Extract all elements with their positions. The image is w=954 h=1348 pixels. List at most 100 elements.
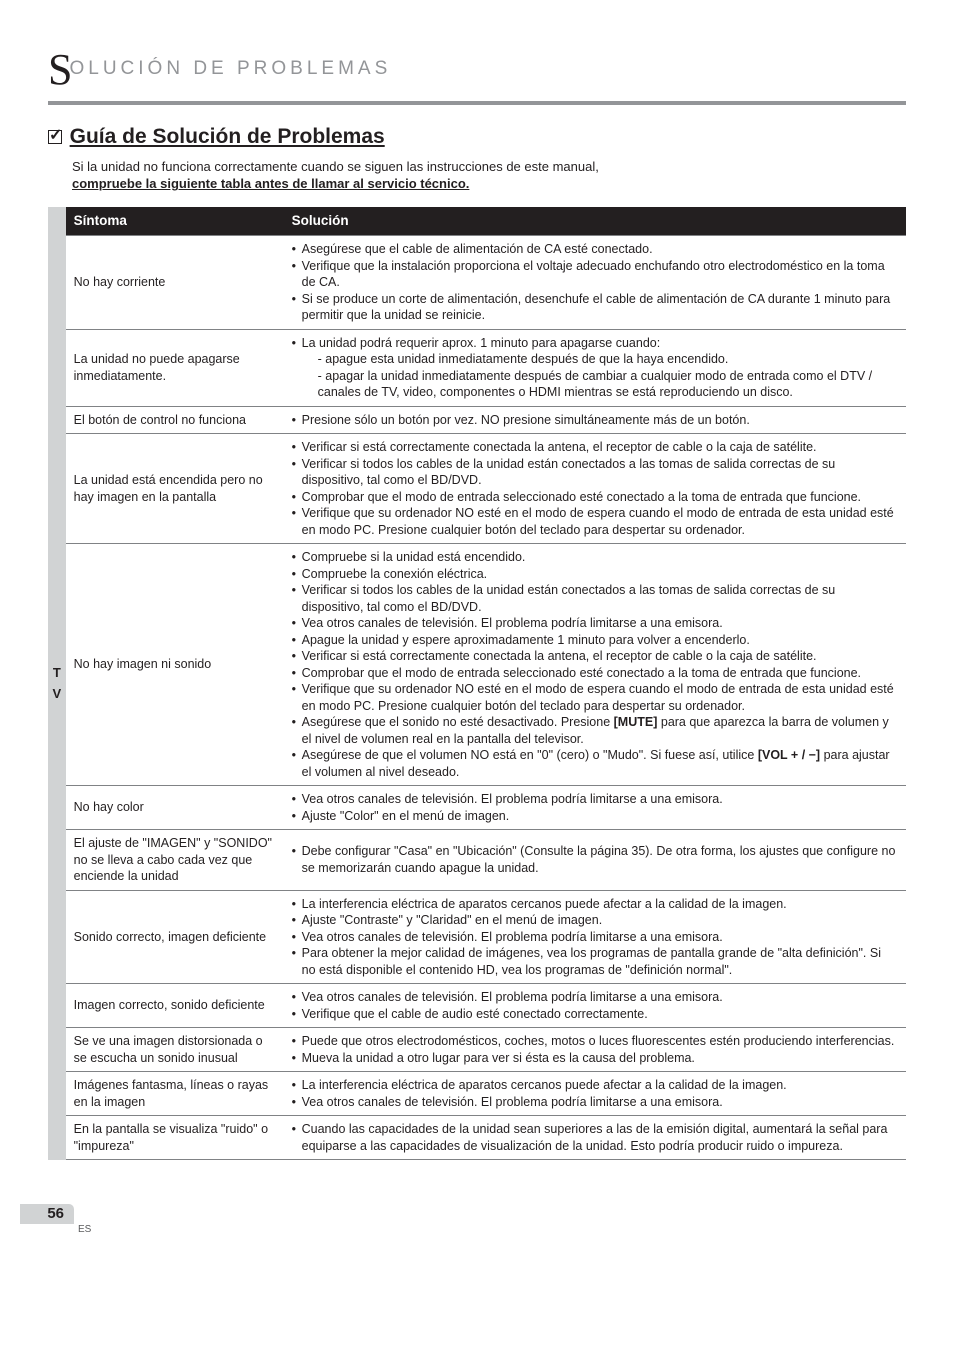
solution-item: Verifique que la instalación proporciona… — [292, 258, 898, 291]
page-number: 56 — [20, 1204, 74, 1224]
solution-list: La interferencia eléctrica de aparatos c… — [292, 1077, 898, 1110]
solution-item: Asegúrese que el sonido no esté desactiv… — [292, 714, 898, 747]
symptom-cell: La unidad no puede apagarse inmediatamen… — [66, 329, 284, 406]
bold-key: [VOL + / −] — [758, 748, 820, 762]
symptom-cell: Se ve una imagen distorsionada o se escu… — [66, 1028, 284, 1072]
solution-item: Vea otros canales de televisión. El prob… — [292, 791, 898, 808]
solution-item: Mueva la unidad a otro lugar para ver si… — [292, 1050, 898, 1067]
table-row: La unidad no puede apagarse inmediatamen… — [66, 329, 906, 406]
solution-item: Verifique que su ordenador NO esté en el… — [292, 681, 898, 714]
solution-item: Compruebe la conexión eléctrica. — [292, 566, 898, 583]
solution-list: La unidad podrá requerir aprox. 1 minuto… — [292, 335, 898, 401]
symptom-cell: No hay corriente — [66, 236, 284, 330]
solution-item: Puede que otros electrodomésticos, coche… — [292, 1033, 898, 1050]
side-letter-t: T — [53, 664, 61, 682]
table-row: En la pantalla se visualiza "ruido" o "i… — [66, 1116, 906, 1160]
solution-list: Verificar si está correctamente conectad… — [292, 439, 898, 538]
symptom-cell: Imágenes fantasma, líneas o rayas en la … — [66, 1072, 284, 1116]
solution-list: Presione sólo un botón por vez. NO presi… — [292, 412, 898, 429]
intro-line2: compruebe la siguiente tabla antes de ll… — [72, 176, 469, 191]
solution-cell: Vea otros canales de televisión. El prob… — [284, 786, 906, 830]
sub-line: - apagar la unidad inmediatamente despué… — [302, 368, 898, 401]
solution-list: La interferencia eléctrica de aparatos c… — [292, 896, 898, 979]
solution-item: Ajuste "Contraste" y "Claridad" en el me… — [292, 912, 898, 929]
solution-cell: Cuando las capacidades de la unidad sean… — [284, 1116, 906, 1160]
solution-item: Comprobar que el modo de entrada selecci… — [292, 489, 898, 506]
table-row: No hay imagen ni sonidoCompruebe si la u… — [66, 544, 906, 786]
side-label: T V — [48, 207, 66, 1160]
solution-list: Cuando las capacidades de la unidad sean… — [292, 1121, 898, 1154]
solution-item: Verificar si todos los cables de la unid… — [292, 582, 898, 615]
solution-list: Vea otros canales de televisión. El prob… — [292, 989, 898, 1022]
chapter-heading: SOLUCIÓN DE PROBLEMAS — [48, 40, 906, 105]
troubleshoot-table: Síntoma Solución No hay corriente Asegúre… — [66, 207, 906, 1160]
table-row: No hay color Vea otros canales de televis… — [66, 786, 906, 830]
table-row: Imágenes fantasma, líneas o rayas en la … — [66, 1072, 906, 1116]
solution-item: Cuando las capacidades de la unidad sean… — [292, 1121, 898, 1154]
symptom-cell: Imagen correcto, sonido deficiente — [66, 984, 284, 1028]
table-row: La unidad está encendida pero no hay ima… — [66, 434, 906, 544]
table-row: Se ve una imagen distorsionada o se escu… — [66, 1028, 906, 1072]
solution-cell: Compruebe si la unidad está encendido.Co… — [284, 544, 906, 786]
table-row: Sonido correcto, imagen deficiente La int… — [66, 890, 906, 984]
solution-item: Vea otros canales de televisión. El prob… — [292, 615, 898, 632]
solution-item: Ajuste "Color" en el menú de imagen. — [292, 808, 898, 825]
solution-item: Comprobar que el modo de entrada selecci… — [292, 665, 898, 682]
solution-item: Verifique que su ordenador NO esté en el… — [292, 505, 898, 538]
solution-list: Compruebe si la unidad está encendido.Co… — [292, 549, 898, 780]
solution-item: Verificar si está correctamente conectad… — [292, 648, 898, 665]
symptom-cell: La unidad está encendida pero no hay ima… — [66, 434, 284, 544]
solution-item: La interferencia eléctrica de aparatos c… — [292, 896, 898, 913]
footer: 56 ES — [48, 1184, 906, 1224]
solution-cell: La interferencia eléctrica de aparatos c… — [284, 890, 906, 984]
solution-list: Debe configurar "Casa" en "Ubicación" (C… — [292, 843, 898, 876]
language-code: ES — [78, 1223, 91, 1237]
header-symptom: Síntoma — [66, 207, 284, 236]
table-row: El botón de control no funciona Presione … — [66, 406, 906, 434]
solution-item: Presione sólo un botón por vez. NO presi… — [292, 412, 898, 429]
table-row: Imagen correcto, sonido deficiente Vea ot… — [66, 984, 906, 1028]
solution-item: Si se produce un corte de alimentación, … — [292, 291, 898, 324]
section-title-row: Guía de Solución de Problemas — [48, 123, 906, 151]
solution-item: La interferencia eléctrica de aparatos c… — [292, 1077, 898, 1094]
solution-item: Vea otros canales de televisión. El prob… — [292, 1094, 898, 1111]
solution-list: Puede que otros electrodomésticos, coche… — [292, 1033, 898, 1066]
bold-key: [MUTE] — [614, 715, 658, 729]
solution-cell: Asegúrese que el cable de alimentación d… — [284, 236, 906, 330]
symptom-cell: En la pantalla se visualiza "ruido" o "i… — [66, 1116, 284, 1160]
table-row: No hay corriente Asegúrese que el cable d… — [66, 236, 906, 330]
solution-cell: Presione sólo un botón por vez. NO presi… — [284, 406, 906, 434]
symptom-cell: No hay imagen ni sonido — [66, 544, 284, 786]
symptom-cell: El botón de control no funciona — [66, 406, 284, 434]
intro-text: Si la unidad no funciona correctamente c… — [72, 158, 906, 193]
table-wrapper: T V Síntoma Solución No hay corriente Ase… — [48, 207, 906, 1160]
solution-item: Compruebe si la unidad está encendido. — [292, 549, 898, 566]
solution-item: Debe configurar "Casa" en "Ubicación" (C… — [292, 843, 898, 876]
symptom-cell: Sonido correcto, imagen deficiente — [66, 890, 284, 984]
solution-item: Apague la unidad y espere aproximadament… — [292, 632, 898, 649]
table-row: El ajuste de "IMAGEN" y "SONIDO" no se l… — [66, 830, 906, 891]
solution-cell: Debe configurar "Casa" en "Ubicación" (C… — [284, 830, 906, 891]
solution-item: Verificar si está correctamente conectad… — [292, 439, 898, 456]
solution-cell: Vea otros canales de televisión. El prob… — [284, 984, 906, 1028]
solution-item: Asegúrese que el cable de alimentación d… — [292, 241, 898, 258]
intro-line1: Si la unidad no funciona correctamente c… — [72, 159, 599, 174]
solution-item: Verifique que el cable de audio esté con… — [292, 1006, 898, 1023]
solution-item: Verificar si todos los cables de la unid… — [292, 456, 898, 489]
symptom-cell: No hay color — [66, 786, 284, 830]
page-container: SOLUCIÓN DE PROBLEMAS Guía de Solución d… — [0, 0, 954, 1244]
solution-item: Asegúrese de que el volumen NO está en "… — [292, 747, 898, 780]
solution-item: Vea otros canales de televisión. El prob… — [292, 989, 898, 1006]
header-solution: Solución — [284, 207, 906, 236]
solution-item: La unidad podrá requerir aprox. 1 minuto… — [292, 335, 898, 401]
solution-cell: La interferencia eléctrica de aparatos c… — [284, 1072, 906, 1116]
section-title: Guía de Solución de Problemas — [70, 125, 385, 148]
checkbox-icon — [48, 130, 62, 144]
solution-list: Asegúrese que el cable de alimentación d… — [292, 241, 898, 324]
chapter-rest: OLUCIÓN DE PROBLEMAS — [69, 58, 391, 79]
solution-item: Para obtener la mejor calidad de imágene… — [292, 945, 898, 978]
side-letter-v: V — [52, 685, 61, 703]
solution-list: Vea otros canales de televisión. El prob… — [292, 791, 898, 824]
sub-line: - apague esta unidad inmediatamente desp… — [302, 351, 898, 368]
solution-cell: Puede que otros electrodomésticos, coche… — [284, 1028, 906, 1072]
